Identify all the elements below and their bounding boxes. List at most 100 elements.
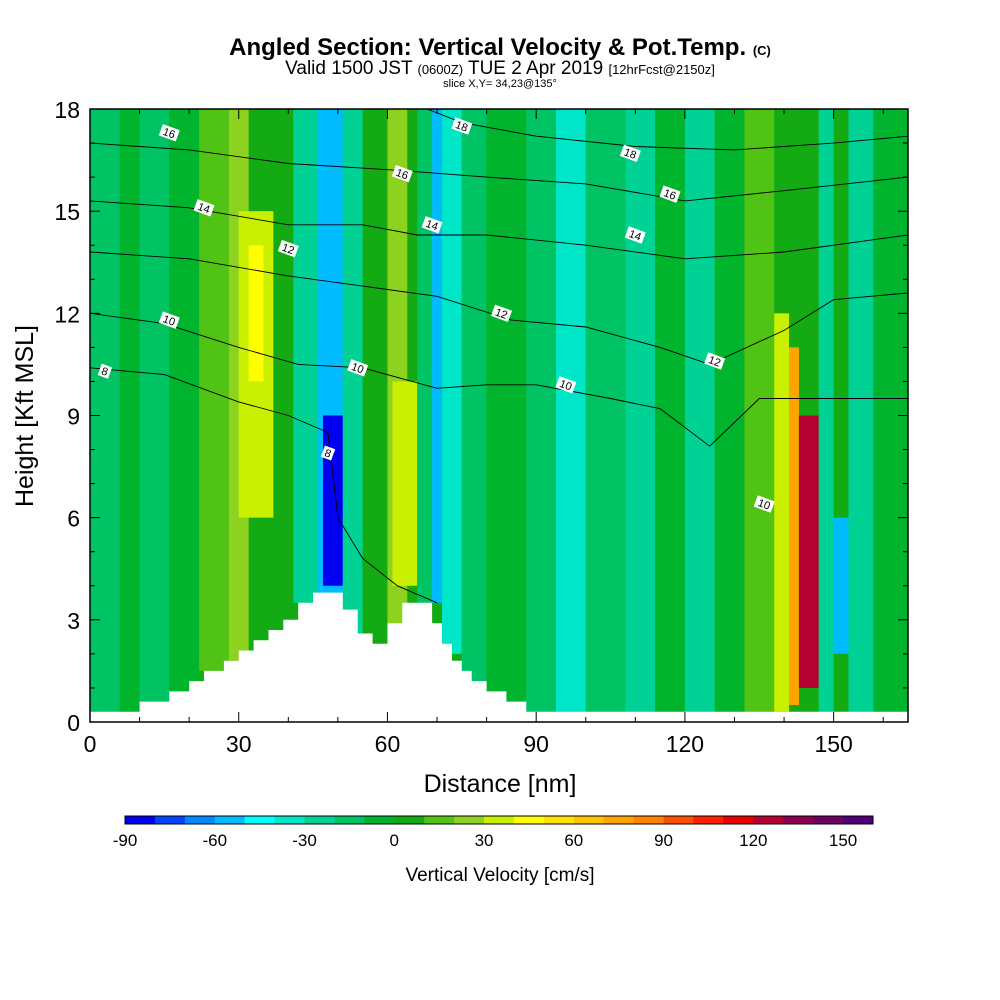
- y-tick-label: 6: [67, 506, 80, 532]
- colorbar-tick-label: -30: [292, 831, 317, 850]
- colorbar-swatch: [154, 816, 186, 824]
- contour-label-text: 8: [323, 447, 333, 460]
- y-axis-label: Height [Kft MSL]: [11, 325, 39, 507]
- contour-label-text: 16: [394, 167, 410, 182]
- velocity-cell: [139, 109, 170, 702]
- colorbar-swatch: [723, 816, 754, 824]
- velocity-cell: [789, 347, 799, 705]
- contour-label-text: 12: [707, 354, 723, 369]
- contour-label-bg: [347, 359, 369, 377]
- contour-label: 12: [490, 304, 513, 323]
- contour-label: 16: [391, 164, 413, 183]
- pot-temp-contour-14: [90, 200, 908, 260]
- velocity-cell: [342, 109, 363, 637]
- contour-label-bg: [659, 185, 681, 203]
- velocity-cell: [119, 109, 140, 712]
- y-tick-label: 15: [54, 199, 80, 225]
- velocity-cell: [199, 109, 229, 671]
- terrain: [90, 592, 908, 722]
- contour-label-bg: [490, 304, 513, 323]
- velocity-cell: [293, 109, 319, 603]
- velocity-cell: [90, 109, 120, 712]
- colorbar-swatch: [304, 816, 335, 824]
- valid-prefix: Valid 1500 JST: [285, 58, 413, 79]
- contour-label-text: 12: [493, 307, 509, 322]
- colorbar-swatch: [214, 816, 246, 824]
- velocity-cell: [362, 109, 388, 654]
- velocity-cell: [774, 313, 790, 712]
- valid-date: TUE 2 Apr 2019: [467, 58, 604, 79]
- contour-label-bg: [555, 376, 577, 394]
- y-tick-label: 18: [54, 97, 80, 123]
- velocity-cell: [392, 381, 418, 586]
- contour-label-bg: [277, 239, 299, 258]
- contour-label: 18: [619, 144, 641, 163]
- colorbar-swatch: [783, 816, 814, 824]
- velocity-cell: [744, 109, 775, 712]
- colorbar-swatch: [753, 816, 784, 824]
- colorbar-swatch: [693, 816, 724, 824]
- velocity-cell: [848, 109, 874, 712]
- velocity-cell: [248, 245, 264, 382]
- contour-label-bg: [624, 226, 646, 244]
- contour-label-text: 16: [662, 187, 678, 202]
- colorbar-tick-label: 0: [390, 831, 399, 850]
- contour-label-bg: [421, 216, 443, 234]
- colorbar-frame: [124, 815, 874, 825]
- title-unit: (C): [752, 43, 771, 58]
- velocity-cell: [684, 109, 715, 712]
- contour-label-text: 10: [558, 378, 574, 393]
- velocity-cell: [655, 109, 685, 712]
- pot-temp-contour-16: [90, 142, 908, 202]
- contour-label-bg: [320, 445, 336, 461]
- contour-label-bg: [158, 124, 180, 142]
- contour-label-text: 8: [100, 365, 110, 378]
- slice-info: slice X,Y= 34,23@135°: [443, 78, 557, 90]
- velocity-cell: [873, 109, 908, 712]
- contour-label: 12: [704, 352, 726, 370]
- contour-labels: 16 14 12 10 8 10 8 16 18 14 12 10 18 16 14 12 10: [97, 117, 775, 513]
- velocity-cell: [461, 109, 487, 688]
- x-tick-label: 120: [666, 731, 704, 757]
- colorbar-swatch: [484, 816, 515, 824]
- y-tick-label: 3: [67, 608, 80, 634]
- chart-title: Angled Section: Vertical Velocity & Pot.…: [0, 34, 1000, 62]
- contour-label-bg: [704, 352, 726, 370]
- contour-label: 12: [277, 239, 299, 258]
- colorbar-swatch: [424, 816, 455, 824]
- x-tick-label: 30: [226, 731, 252, 757]
- colorbar-swatch: [184, 816, 216, 824]
- contour-label: 14: [193, 199, 215, 217]
- chart-subtitle: Valid 1500 JST (0600Z) TUE 2 Apr 2019 [1…: [0, 58, 1000, 80]
- velocity-cell: [625, 109, 656, 712]
- velocity-cell: [833, 517, 849, 654]
- colorbar-label: Vertical Velocity [cm/s]: [405, 865, 594, 886]
- colorbar-tick-label: -90: [113, 831, 138, 850]
- contour-label-text: 18: [454, 119, 470, 134]
- contour-label-text: 14: [196, 201, 212, 216]
- contour-label-text: 18: [622, 147, 638, 162]
- contour-label: 18: [451, 117, 473, 135]
- contour-label: 10: [347, 359, 369, 377]
- colorbar-tick-label: 30: [475, 831, 494, 850]
- velocity-cell: [323, 415, 343, 586]
- y-tick-label: 12: [54, 301, 80, 327]
- colorbar-swatch: [274, 816, 306, 824]
- contour-label-text: 12: [280, 242, 296, 257]
- contour-label: 14: [421, 216, 443, 234]
- colorbar-swatch: [633, 816, 665, 824]
- x-tick-label: 0: [84, 731, 97, 757]
- y-tick-label: 0: [67, 710, 80, 736]
- colorbar: -90 -60 -30 0 30 60 90 120 150: [113, 815, 874, 850]
- velocity-cell: [169, 109, 200, 692]
- colorbar-tick-label: 60: [564, 831, 583, 850]
- x-tick-label: 90: [523, 731, 549, 757]
- colorbar-swatch: [364, 816, 395, 824]
- contour-label-text: 14: [627, 228, 643, 243]
- pot-temp-contour-8: [90, 367, 438, 604]
- contour-label-bg: [391, 164, 413, 183]
- colorbar-tick-label: -60: [202, 831, 227, 850]
- velocity-cell: [798, 415, 819, 688]
- pot-temp-contour-12: [90, 251, 908, 365]
